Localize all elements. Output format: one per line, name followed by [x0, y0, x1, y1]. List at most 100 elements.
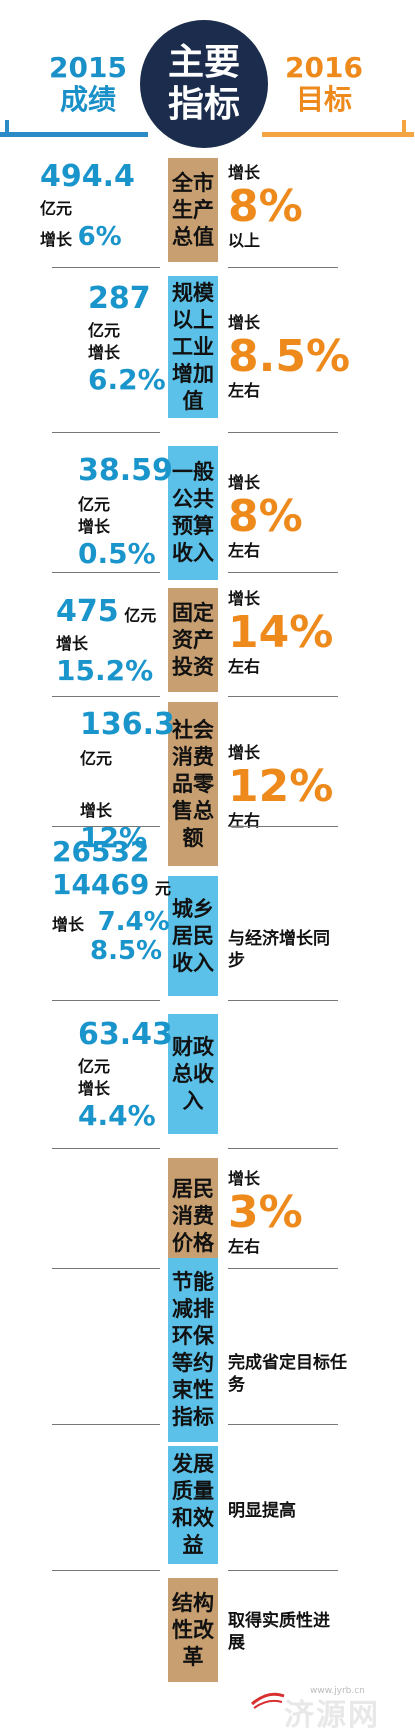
header-left-year: 2015 — [49, 51, 127, 84]
row-9-divider-left — [52, 1424, 160, 1425]
row-5-divider-right — [228, 826, 338, 827]
row-6-divider-right — [228, 1000, 338, 1001]
row-6-left-growth: 7.4% — [97, 907, 170, 937]
row-1-category-text: 全市生产总值 — [172, 170, 214, 249]
row-11-category-text: 结构性改革 — [172, 1590, 214, 1669]
row-5-right-prefix: 增长 — [228, 743, 261, 762]
row-2-left: 287 亿元 增长 6.2% — [88, 281, 166, 396]
row-4-divider-right — [228, 696, 338, 697]
header-right-year: 2016 — [285, 51, 363, 84]
row-4-left-growth-label: 增长 — [56, 634, 89, 653]
row-1-right-prefix: 增长 — [228, 163, 261, 182]
row-2-left-growth-label: 增长 — [88, 343, 121, 362]
row-3-left-growth-label: 增长 — [78, 517, 111, 536]
row-2-left-value: 287 — [88, 281, 151, 316]
row-6-right-text: 与经济增长同步 — [228, 929, 330, 971]
row-6-left-value: 26532 — [52, 835, 150, 868]
row-3-left-growth: 0.5% — [78, 537, 156, 570]
row-3-divider-left — [52, 572, 160, 573]
header-center-badge: 主要 指标 — [140, 20, 268, 148]
row-6-left-growth-label: 增长 — [52, 915, 85, 934]
row-1-right: 增长 8% 以上 — [228, 162, 408, 252]
row-9-category: 节能减排环保等约束性指标 — [168, 1258, 218, 1442]
row-1-divider-left — [52, 267, 160, 268]
row-3-left-value: 38.59 — [78, 453, 173, 488]
row-7-left-value: 63.43 — [78, 1017, 173, 1052]
row-3-category-text: 一般公共预算收入 — [172, 460, 214, 565]
row-6-category-text: 城乡居民收入 — [172, 896, 214, 975]
row-4-divider-left — [52, 696, 160, 697]
row-2-category: 规模以上工业增加值 — [168, 276, 218, 418]
row-4-right: 增长 14% 左右 — [228, 588, 408, 678]
row-10-divider-left — [52, 1570, 160, 1571]
row-1-right-value: 8% — [228, 181, 303, 232]
row-8-divider-right — [228, 1268, 338, 1269]
header-center-line2: 指标 — [167, 84, 240, 125]
row-4-left: 475 亿元 增长 15.2% — [56, 594, 160, 687]
row-10-divider-right — [228, 1570, 338, 1571]
row-2-left-unit: 亿元 — [88, 321, 121, 340]
row-7-left: 63.43 亿元 增长 4.4% — [78, 1017, 173, 1132]
row-1-category: 全市生产总值 — [168, 158, 218, 262]
row-10-right-text: 明显提高 — [228, 1501, 296, 1521]
row-2-right-value: 8.5% — [228, 331, 351, 382]
header-right: 2016 目标 — [274, 52, 374, 116]
row-4-right-value: 14% — [228, 607, 334, 658]
row-7-category-text: 财政总收入 — [172, 1034, 214, 1113]
header-left-bar-end — [5, 120, 9, 137]
row-3-left-unit: 亿元 — [78, 495, 111, 514]
row-6-left-value2-line: 14469 元 — [52, 868, 171, 901]
row-6-left-growth-line: 增长 7.4% — [52, 907, 170, 937]
row-3-divider-right — [228, 572, 338, 573]
row-6-left: 26532 14469 元 增长 7.4% 8.5% — [52, 835, 171, 966]
row-2-divider-left — [52, 432, 160, 433]
row-7-divider-right — [228, 1148, 338, 1149]
row-9-right-text: 完成省定目标任务 — [228, 1353, 347, 1395]
row-6-category: 城乡居民收入 — [168, 876, 218, 996]
row-7-left-growth-label: 增长 — [78, 1079, 111, 1098]
row-4-right-prefix: 增长 — [228, 589, 261, 608]
row-3-right: 增长 8% 左右 — [228, 472, 408, 562]
row-5-left-value: 136.3 — [80, 707, 175, 742]
row-3-right-value: 8% — [228, 491, 303, 542]
header-left-bar — [0, 132, 148, 137]
row-2-divider-right — [228, 432, 338, 433]
header-right-bar — [262, 132, 414, 137]
row-11-right-text: 取得实质性进展 — [228, 1611, 330, 1653]
row-5-left-unit: 亿元 — [80, 749, 113, 768]
header-left-label: 成绩 — [59, 83, 116, 116]
row-1-left-value: 494.4 — [40, 159, 135, 194]
row-2-category-text: 规模以上工业增加值 — [172, 280, 214, 413]
row-4-left-unit: 亿元 — [124, 606, 157, 625]
row-5-right: 增长 12% 左右 — [228, 742, 408, 832]
row-3-right-prefix: 增长 — [228, 473, 261, 492]
row-3-left: 38.59 亿元 增长 0.5% — [78, 453, 173, 570]
row-7-divider-left — [52, 1148, 160, 1149]
row-7-left-growth: 4.4% — [78, 1099, 156, 1132]
row-5-divider-left — [52, 826, 160, 827]
row-9-divider-right — [228, 1424, 338, 1425]
row-10-right: 明显提高 — [228, 1500, 408, 1522]
row-5-right-suffix: 左右 — [228, 811, 261, 830]
watermark-url: www.jyrb.cn — [310, 1686, 365, 1696]
row-2-right: 增长 8.5% 左右 — [228, 312, 408, 402]
row-1-left-growth-label: 增长 — [40, 230, 73, 249]
row-8-divider-left — [52, 1268, 160, 1269]
row-6-divider-left — [52, 1000, 160, 1001]
row-7-category: 财政总收入 — [168, 1014, 218, 1134]
row-3-category: 一般公共预算收入 — [168, 446, 218, 580]
row-1-left-growth: 6% — [77, 222, 122, 252]
row-5-category: 社会消费品零售总额 — [168, 702, 218, 866]
row-6-left-unit: 元 — [155, 879, 172, 898]
row-4-left-value-line: 475 亿元 — [56, 594, 160, 629]
row-4-right-suffix: 左右 — [228, 657, 261, 676]
row-4-category: 固定资产投资 — [168, 588, 218, 692]
row-8-right-prefix: 增长 — [228, 1169, 261, 1188]
header-center-line1: 主要 — [167, 42, 240, 83]
row-11-category: 结构性改革 — [168, 1578, 218, 1682]
header-left: 2015 成绩 — [38, 52, 138, 116]
row-4-category-text: 固定资产投资 — [172, 600, 214, 679]
header-right-bar-end — [402, 120, 406, 137]
row-1-left-unit: 亿元 — [40, 199, 73, 218]
row-10-category: 发展质量和效益 — [168, 1446, 218, 1564]
